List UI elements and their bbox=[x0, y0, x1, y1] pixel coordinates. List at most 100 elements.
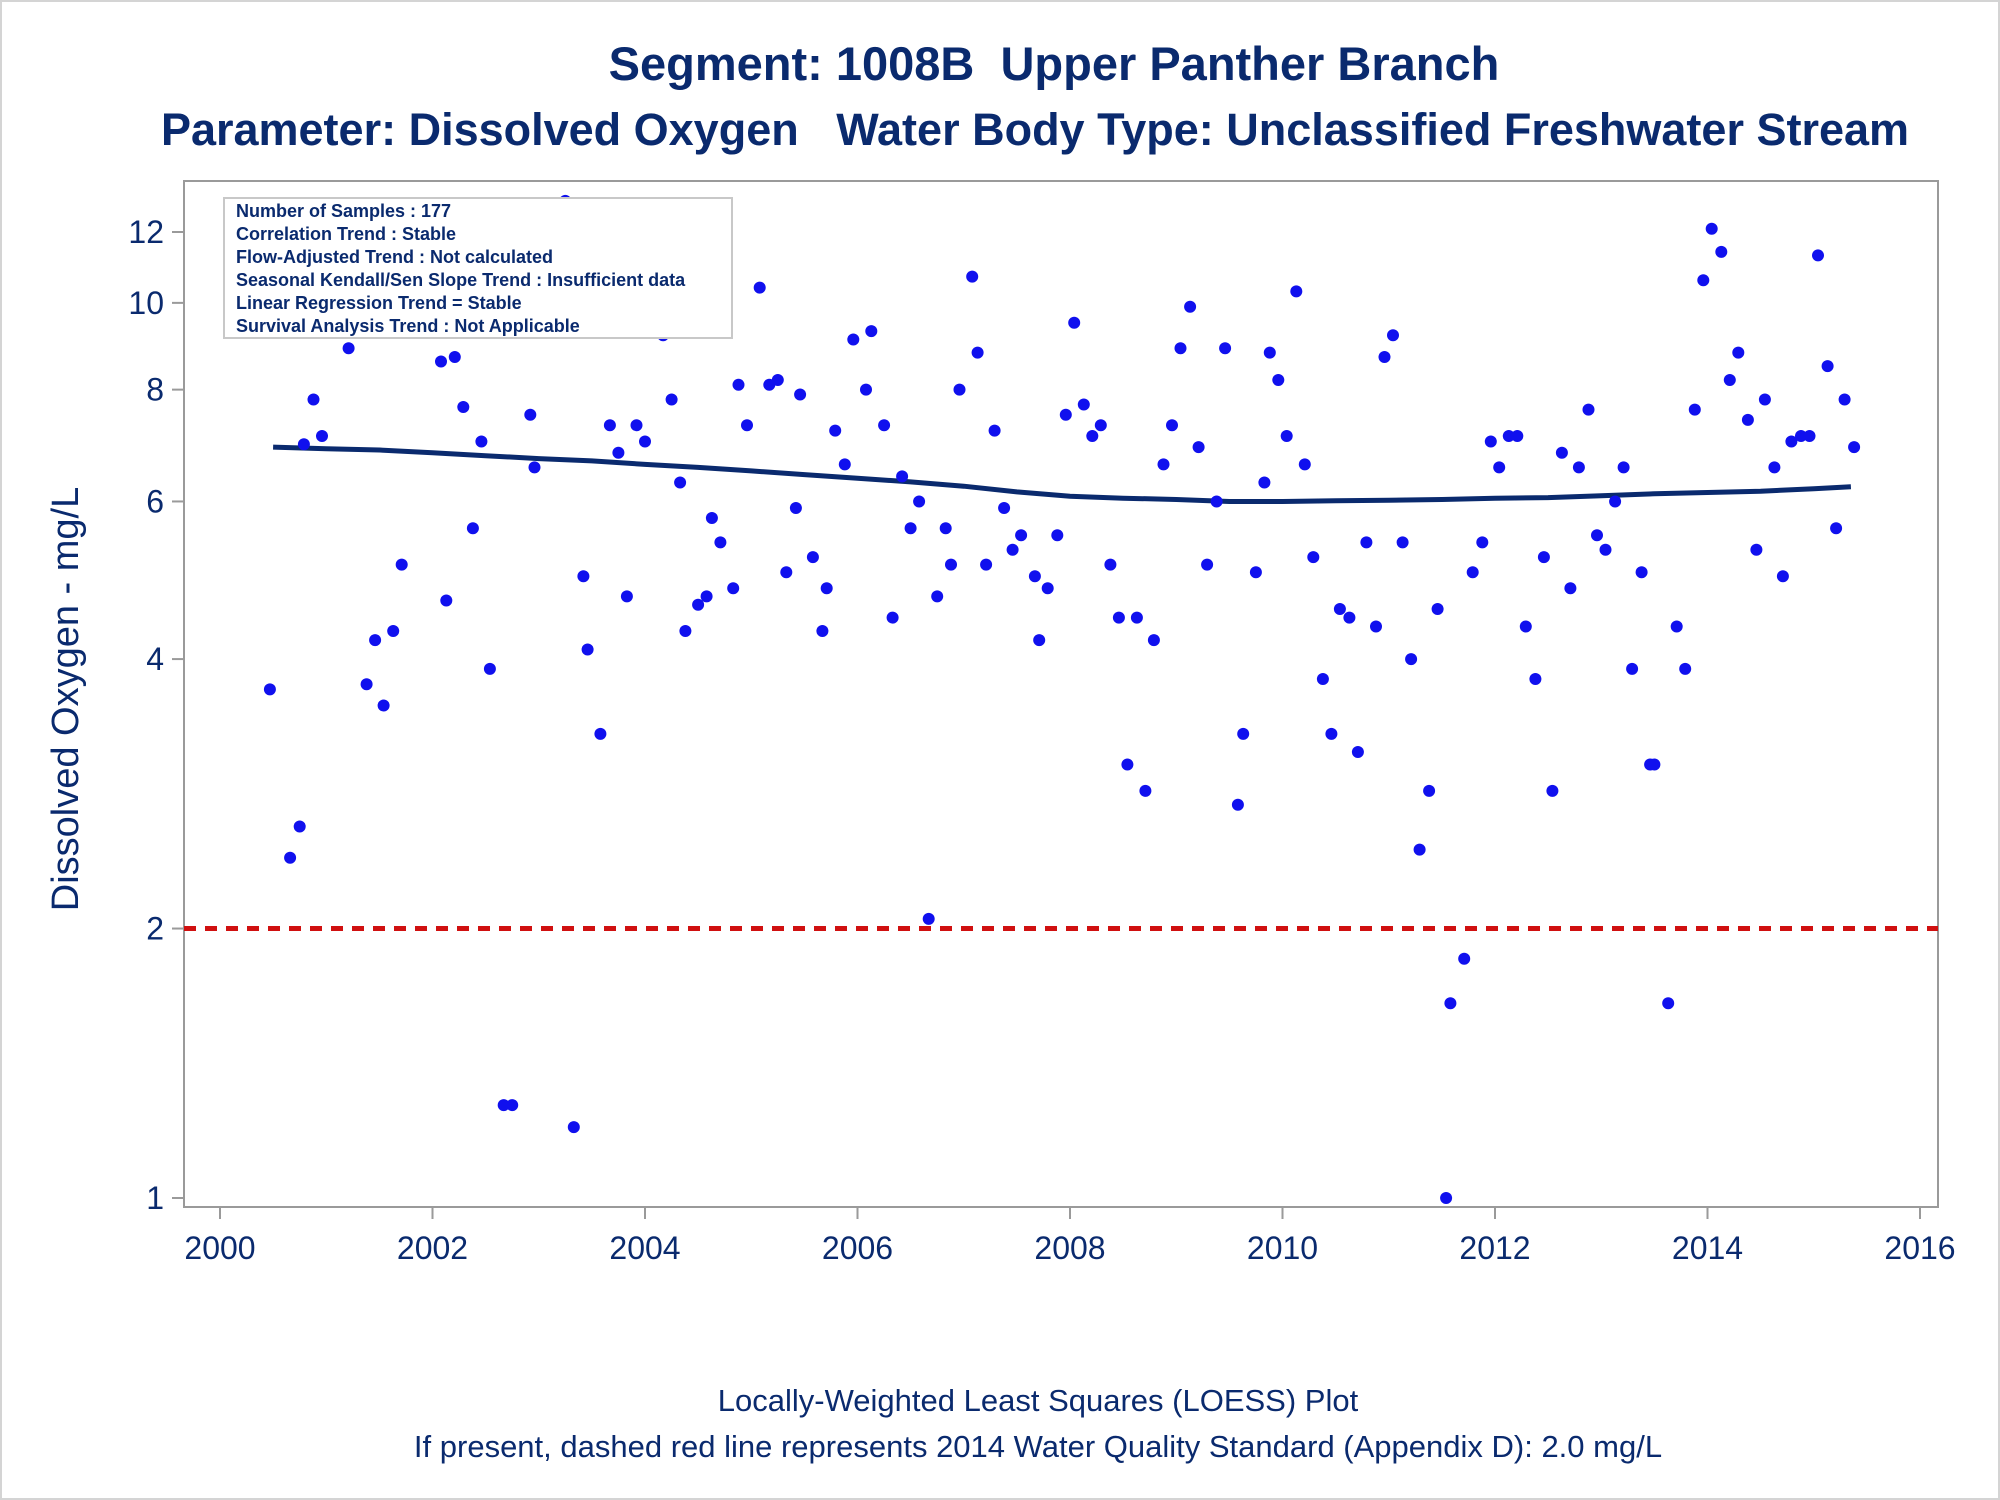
data-point bbox=[1028, 570, 1041, 583]
y-tick-label: 10 bbox=[128, 285, 164, 321]
data-point bbox=[1201, 558, 1214, 571]
data-point bbox=[1033, 634, 1046, 647]
data-point bbox=[1166, 419, 1178, 432]
data-point bbox=[1006, 543, 1019, 556]
data-point bbox=[1272, 374, 1285, 386]
data-point bbox=[820, 582, 833, 595]
data-point bbox=[1830, 522, 1843, 535]
data-point bbox=[1015, 529, 1028, 542]
data-point bbox=[939, 522, 952, 535]
data-point bbox=[1626, 662, 1639, 675]
data-point bbox=[1405, 653, 1418, 666]
data-point bbox=[1423, 784, 1436, 797]
data-point bbox=[1231, 798, 1244, 811]
data-point bbox=[457, 401, 470, 413]
data-point bbox=[860, 383, 872, 396]
data-point bbox=[1758, 393, 1771, 406]
data-point bbox=[1147, 634, 1160, 647]
data-point bbox=[297, 438, 310, 451]
data-point bbox=[1051, 529, 1064, 542]
data-point bbox=[1466, 566, 1479, 579]
data-point bbox=[1041, 582, 1054, 595]
data-point bbox=[896, 470, 909, 483]
data-point bbox=[1298, 458, 1311, 471]
y-tick-label: 8 bbox=[146, 372, 164, 408]
data-point bbox=[1174, 342, 1187, 355]
data-point bbox=[679, 625, 692, 637]
data-point bbox=[506, 1099, 519, 1112]
data-point bbox=[577, 570, 590, 583]
data-point bbox=[284, 851, 297, 864]
x-tick-label: 2016 bbox=[1884, 1230, 1955, 1266]
y-tick-label: 2 bbox=[146, 911, 164, 947]
data-point bbox=[1316, 673, 1329, 685]
data-point bbox=[838, 458, 851, 471]
data-point bbox=[1249, 566, 1262, 579]
x-axis: 2000 2002 2004 2006 2008 2010 2012 2014 2016 bbox=[184, 1207, 1956, 1266]
data-point bbox=[966, 270, 979, 283]
data-point bbox=[1537, 551, 1550, 564]
data-point bbox=[1617, 461, 1630, 474]
y-tick-label: 6 bbox=[146, 483, 164, 519]
data-point bbox=[1838, 393, 1851, 406]
data-point bbox=[1192, 441, 1205, 454]
data-point bbox=[1440, 1192, 1453, 1204]
data-point bbox=[1768, 461, 1781, 474]
data-point bbox=[620, 590, 633, 603]
data-point bbox=[1237, 727, 1250, 740]
data-point bbox=[1785, 435, 1798, 448]
data-point bbox=[1396, 536, 1409, 549]
data-point bbox=[1519, 620, 1532, 633]
data-point bbox=[1444, 997, 1457, 1010]
data-point bbox=[1351, 746, 1364, 758]
data-point bbox=[1343, 611, 1356, 624]
data-point bbox=[1679, 662, 1692, 675]
y-tick-label: 4 bbox=[146, 641, 164, 677]
data-point bbox=[1104, 558, 1117, 571]
info-line-linear-regression: Linear Regression Trend = Stable bbox=[236, 293, 522, 313]
data-point bbox=[1609, 495, 1622, 508]
data-point bbox=[612, 446, 625, 459]
data-point bbox=[1360, 536, 1373, 549]
data-point bbox=[307, 393, 320, 406]
data-point bbox=[913, 495, 926, 508]
data-point bbox=[1157, 458, 1170, 471]
data-point bbox=[1732, 346, 1745, 359]
data-point bbox=[692, 598, 705, 611]
data-point bbox=[780, 566, 793, 579]
x-tick-label: 2010 bbox=[1247, 1230, 1318, 1266]
data-point bbox=[789, 502, 802, 514]
data-point bbox=[1484, 435, 1497, 448]
data-point bbox=[440, 594, 453, 607]
data-point bbox=[1370, 620, 1382, 633]
data-point bbox=[945, 558, 957, 571]
data-point bbox=[581, 643, 594, 656]
data-point bbox=[794, 388, 807, 401]
data-point bbox=[567, 1121, 580, 1134]
data-point bbox=[1307, 551, 1320, 564]
footnote-loess: Locally-Weighted Least Squares (LOESS) P… bbox=[717, 1383, 1359, 1418]
data-point bbox=[727, 582, 740, 595]
data-point bbox=[1555, 446, 1568, 459]
data-point bbox=[1094, 419, 1107, 432]
data-point bbox=[1280, 430, 1293, 442]
data-point bbox=[1670, 620, 1683, 633]
data-point bbox=[714, 536, 727, 549]
data-point bbox=[705, 512, 718, 524]
data-point bbox=[1821, 360, 1834, 373]
data-point bbox=[1325, 727, 1338, 740]
data-point bbox=[1648, 758, 1661, 771]
data-point bbox=[639, 435, 651, 448]
info-line-flow-adjusted: Flow-Adjusted Trend : Not calculated bbox=[236, 247, 553, 267]
data-point bbox=[293, 820, 306, 833]
data-point bbox=[1413, 843, 1426, 856]
info-line-survival: Survival Analysis Trend : Not Applicable bbox=[236, 316, 580, 336]
data-point bbox=[878, 419, 891, 432]
data-point bbox=[1263, 346, 1276, 359]
data-point bbox=[922, 912, 935, 925]
y-tick-label: 12 bbox=[128, 214, 164, 250]
data-point bbox=[1705, 222, 1718, 235]
x-tick-label: 2014 bbox=[1672, 1230, 1743, 1266]
data-point bbox=[1635, 566, 1648, 579]
y-axis-title: Dissolved Oxygen - mg/L bbox=[45, 487, 87, 912]
